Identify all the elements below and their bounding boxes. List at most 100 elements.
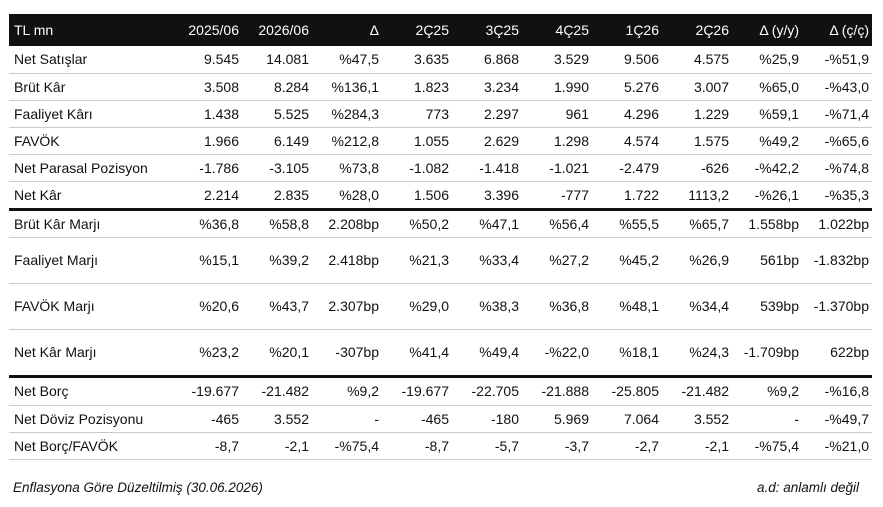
row-label: Brüt Kâr xyxy=(9,73,172,101)
table-cell: %284,3 xyxy=(312,100,382,128)
table-cell: %55,5 xyxy=(592,209,662,238)
table-row: Net Borç -19.677 -21.482 %9,2 -19.677 -22.705… xyxy=(9,376,872,406)
table-cell: %56,4 xyxy=(522,209,592,238)
table-cell: 1.575 xyxy=(662,127,732,155)
table-cell: %58,8 xyxy=(242,209,312,238)
table-cell: 2.297 xyxy=(452,100,522,128)
table-header-row: TL mn 2025/06 2026/06 Δ 2Ç25 3Ç25 4Ç25 1Ç26 2Ç26… xyxy=(9,14,872,46)
table-cell: -%22,0 xyxy=(522,329,592,378)
table-cell: 2.835 xyxy=(242,181,312,211)
table-cell: 3.635 xyxy=(382,46,452,74)
table-cell: 1.022bp xyxy=(802,209,872,238)
header-cell: Δ xyxy=(312,14,382,46)
table-cell: -%74,8 xyxy=(802,154,872,182)
table-cell: 3.234 xyxy=(452,73,522,101)
table-row: Faaliyet Marjı %15,1 %39,2 2.418bp %21,3 %33,… xyxy=(9,237,872,284)
table-cell: -2,1 xyxy=(242,432,312,460)
table-cell: -3.105 xyxy=(242,154,312,182)
table-cell: -21.482 xyxy=(662,376,732,406)
table-cell: %45,2 xyxy=(592,237,662,284)
table-cell: %136,1 xyxy=(312,73,382,101)
table-cell: 3.552 xyxy=(662,405,732,433)
table-row: Net Borç/FAVÖK -8,7 -2,1 -%75,4 -8,7 -5,7 -3,7… xyxy=(9,432,872,460)
table-cell: %73,8 xyxy=(312,154,382,182)
financial-table-container: TL mn 2025/06 2026/06 Δ 2Ç25 3Ç25 4Ç25 1Ç26 2Ç26… xyxy=(9,14,872,460)
table-cell: 2.214 xyxy=(172,181,242,211)
table-cell: %20,6 xyxy=(172,283,242,330)
table-cell: 1.438 xyxy=(172,100,242,128)
table-cell: 6.868 xyxy=(452,46,522,74)
table-cell: %23,2 xyxy=(172,329,242,378)
table-cell: -465 xyxy=(172,405,242,433)
table-cell: 8.284 xyxy=(242,73,312,101)
table-cell: 1113,2 xyxy=(662,181,732,211)
financial-table: TL mn 2025/06 2026/06 Δ 2Ç25 3Ç25 4Ç25 1Ç26 2Ç26… xyxy=(9,14,872,460)
table-cell: %65,7 xyxy=(662,209,732,238)
table-cell: 3.529 xyxy=(522,46,592,74)
header-row-label: TL mn xyxy=(9,14,172,46)
row-label: Faaliyet Kârı xyxy=(9,100,172,128)
table-cell: -%75,4 xyxy=(312,432,382,460)
table-cell: -2.479 xyxy=(592,154,662,182)
table-cell: %18,1 xyxy=(592,329,662,378)
table-cell: 2.208bp xyxy=(312,209,382,238)
table-cell: %212,8 xyxy=(312,127,382,155)
table-cell: -%75,4 xyxy=(732,432,802,460)
table-cell: -%21,0 xyxy=(802,432,872,460)
table-cell: -19.677 xyxy=(172,376,242,406)
table-cell: -%43,0 xyxy=(802,73,872,101)
table-cell: -22.705 xyxy=(452,376,522,406)
table-body: Net Satışlar 9.545 14.081 %47,5 3.635 6.868 3.… xyxy=(9,46,872,460)
table-cell: %47,1 xyxy=(452,209,522,238)
table-cell: %20,1 xyxy=(242,329,312,378)
table-row: Brüt Kâr 3.508 8.284 %136,1 1.823 3.234 1.990 5… xyxy=(9,73,872,101)
table-cell: 1.990 xyxy=(522,73,592,101)
table-cell: %25,9 xyxy=(732,46,802,74)
table-cell: 9.506 xyxy=(592,46,662,74)
table-cell: -8,7 xyxy=(382,432,452,460)
header-cell: 2Ç26 xyxy=(662,14,732,46)
table-cell: 1.229 xyxy=(662,100,732,128)
table-cell: 1.722 xyxy=(592,181,662,211)
table-cell: %24,3 xyxy=(662,329,732,378)
header-cell: Δ (y/y) xyxy=(732,14,802,46)
table-cell: 773 xyxy=(382,100,452,128)
table-cell: %50,2 xyxy=(382,209,452,238)
table-row: FAVÖK Marjı %20,6 %43,7 2.307bp %29,0 %38,3 %3… xyxy=(9,283,872,330)
table-row: Net Kâr Marjı %23,2 %20,1 -307bp %41,4 %49,4-… xyxy=(9,329,872,378)
table-cell: -1.786 xyxy=(172,154,242,182)
table-row: FAVÖK 1.966 6.149 %212,8 1.055 2.629 1.298 4.57… xyxy=(9,127,872,155)
table-cell: 5.276 xyxy=(592,73,662,101)
table-cell: -5,7 xyxy=(452,432,522,460)
table-cell: 14.081 xyxy=(242,46,312,74)
header-cell: 2025/06 xyxy=(172,14,242,46)
table-cell: 1.966 xyxy=(172,127,242,155)
row-label: Brüt Kâr Marjı xyxy=(9,209,172,238)
header-cell: 1Ç26 xyxy=(592,14,662,46)
table-cell: 961 xyxy=(522,100,592,128)
row-label: Net Kâr Marjı xyxy=(9,329,172,378)
row-label: FAVÖK Marjı xyxy=(9,283,172,330)
table-cell: -2,1 xyxy=(662,432,732,460)
table-cell: %47,5 xyxy=(312,46,382,74)
row-label: Net Döviz Pozisyonu xyxy=(9,405,172,433)
table-cell: -626 xyxy=(662,154,732,182)
row-label: Net Borç xyxy=(9,376,172,406)
table-cell: -1.370bp xyxy=(802,283,872,330)
table-cell: %41,4 xyxy=(382,329,452,378)
header-cell: 3Ç25 xyxy=(452,14,522,46)
table-cell: %33,4 xyxy=(452,237,522,284)
table-cell: 1.823 xyxy=(382,73,452,101)
table-row: Net Kâr 2.214 2.835 %28,0 1.506 3.396 -777 1.72… xyxy=(9,181,872,211)
header-cell: Δ (ç/ç) xyxy=(802,14,872,46)
table-cell: %43,7 xyxy=(242,283,312,330)
row-label: FAVÖK xyxy=(9,127,172,155)
table-cell: -465 xyxy=(382,405,452,433)
table-cell: %15,1 xyxy=(172,237,242,284)
table-cell: -1.709bp xyxy=(732,329,802,378)
table-cell: 561bp xyxy=(732,237,802,284)
table-cell: 539bp xyxy=(732,283,802,330)
row-label: Net Satışlar xyxy=(9,46,172,74)
table-cell: %21,3 xyxy=(382,237,452,284)
row-label: Net Kâr xyxy=(9,181,172,211)
